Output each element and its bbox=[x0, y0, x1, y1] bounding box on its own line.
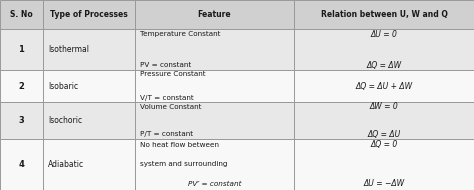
Text: ΔQ = ΔU + ΔW: ΔQ = ΔU + ΔW bbox=[356, 82, 412, 91]
Text: Pressure Constant: Pressure Constant bbox=[140, 71, 205, 77]
Text: ΔU = 0: ΔU = 0 bbox=[371, 30, 397, 39]
Text: ΔQ = 0: ΔQ = 0 bbox=[370, 140, 398, 150]
Bar bbox=[43, 102, 135, 139]
Text: Isothermal: Isothermal bbox=[48, 45, 89, 54]
Bar bbox=[0, 102, 43, 139]
Bar bbox=[294, 70, 474, 102]
Bar bbox=[135, 29, 294, 70]
Text: ΔW = 0: ΔW = 0 bbox=[370, 102, 398, 111]
Bar bbox=[135, 0, 294, 29]
Bar bbox=[294, 139, 474, 190]
Text: Feature: Feature bbox=[198, 10, 231, 19]
Text: 3: 3 bbox=[18, 116, 24, 125]
Text: No heat flow between: No heat flow between bbox=[140, 142, 219, 148]
Text: 1: 1 bbox=[18, 45, 24, 54]
Text: ΔU = −ΔW: ΔU = −ΔW bbox=[364, 179, 404, 188]
Text: Temperature Constant: Temperature Constant bbox=[140, 31, 220, 37]
Bar bbox=[0, 29, 43, 70]
Bar bbox=[0, 139, 43, 190]
Text: Adiabatic: Adiabatic bbox=[48, 160, 84, 169]
Bar bbox=[135, 70, 294, 102]
Text: Volume Constant: Volume Constant bbox=[140, 104, 201, 110]
Bar bbox=[43, 0, 135, 29]
Text: S. No: S. No bbox=[10, 10, 33, 19]
Bar bbox=[0, 70, 43, 102]
Text: P/T = constant: P/T = constant bbox=[140, 131, 193, 137]
Text: Type of Processes: Type of Processes bbox=[50, 10, 128, 19]
Text: V/T = constant: V/T = constant bbox=[140, 95, 193, 101]
Text: Isobaric: Isobaric bbox=[48, 82, 79, 91]
Bar bbox=[135, 102, 294, 139]
Text: 4: 4 bbox=[18, 160, 24, 169]
Bar bbox=[294, 0, 474, 29]
Text: system and surrounding: system and surrounding bbox=[140, 162, 228, 167]
Text: ΔQ = ΔU: ΔQ = ΔU bbox=[367, 130, 401, 139]
Text: ΔQ = ΔW: ΔQ = ΔW bbox=[366, 61, 401, 70]
Bar bbox=[135, 139, 294, 190]
Text: Isochoric: Isochoric bbox=[48, 116, 82, 125]
Text: PV = constant: PV = constant bbox=[140, 62, 191, 68]
Bar bbox=[43, 29, 135, 70]
Bar bbox=[43, 139, 135, 190]
Bar bbox=[43, 70, 135, 102]
Text: 2: 2 bbox=[18, 82, 24, 91]
Bar bbox=[294, 29, 474, 70]
Text: Relation between U, W and Q: Relation between U, W and Q bbox=[320, 10, 447, 19]
Text: PVʳ = constant: PVʳ = constant bbox=[188, 181, 241, 187]
Bar bbox=[294, 102, 474, 139]
Bar bbox=[0, 0, 43, 29]
